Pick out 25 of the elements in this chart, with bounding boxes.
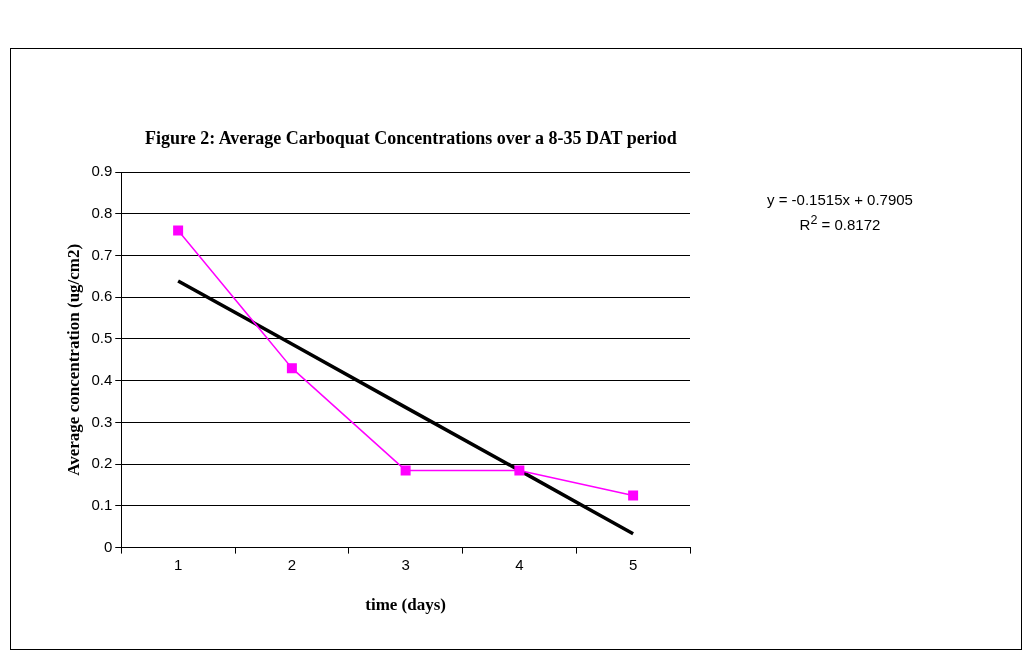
y-tick-label: 0.3	[91, 412, 113, 430]
chart-title: Figure 2: Average Carboquat Concentrations over a 8-35 DAT period	[145, 128, 678, 149]
y-tick-label: 0	[103, 537, 113, 555]
point	[628, 490, 639, 501]
x-tick-label: 3	[401, 555, 410, 573]
y-tick-label: 0.4	[91, 370, 113, 388]
y-tick-label: 0.5	[91, 329, 113, 347]
point	[286, 363, 297, 374]
x-tick-label: 5	[628, 555, 638, 573]
x-tick-label: 4	[515, 555, 524, 573]
y-tick-label: 0.2	[91, 454, 113, 472]
y-tick-label: 0.6	[91, 287, 113, 305]
point	[400, 465, 411, 476]
y-tick-label: 0.1	[91, 496, 113, 514]
text: y = -0.1515x + 0.7905	[766, 190, 914, 210]
y-tick-label: 0.9	[91, 162, 113, 180]
point	[514, 465, 525, 476]
x-axis-title: time (days)	[365, 595, 446, 615]
y-axis-title: Average concentration (ug/cm2)	[63, 243, 83, 476]
point	[173, 225, 184, 236]
x-tick-label: 2	[287, 555, 297, 573]
y-tick-label: 0.8	[91, 203, 113, 221]
x-tick-label: 1	[173, 555, 183, 573]
text: R$^{2}$ = 0.8172	[798, 212, 882, 235]
y-tick-label: 0.7	[91, 245, 113, 263]
